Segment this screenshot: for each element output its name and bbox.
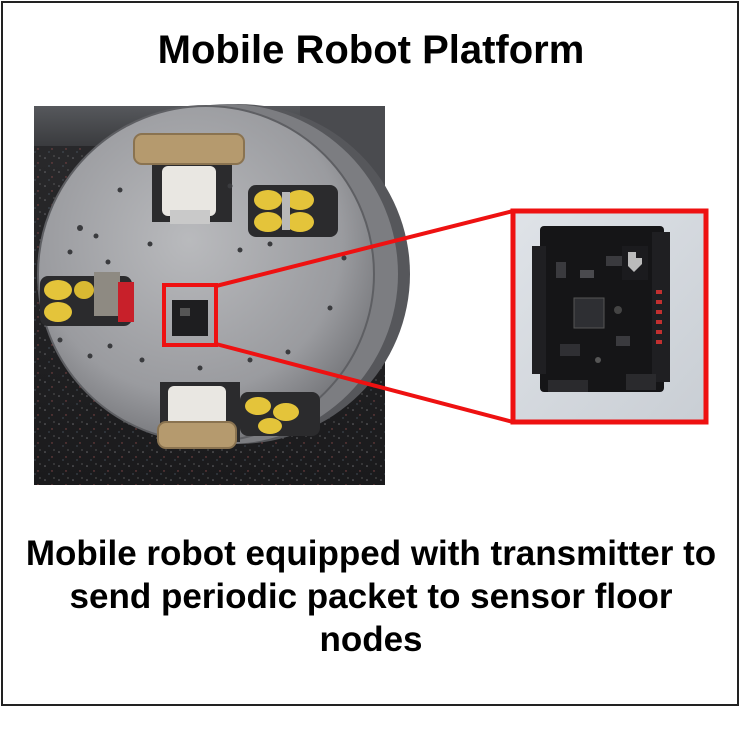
zoom-line-bottom bbox=[215, 342, 514, 424]
rear-caster-wheel bbox=[157, 382, 240, 449]
omni-wheel-right-top bbox=[248, 185, 338, 237]
highlight-box-closeup bbox=[510, 208, 709, 425]
robot-photo bbox=[34, 104, 410, 485]
mounting-holes bbox=[57, 183, 347, 371]
figure-title: Mobile Robot Platform bbox=[157, 28, 585, 72]
highlight-box-small bbox=[162, 283, 218, 347]
omni-wheel-right-bottom bbox=[240, 392, 320, 436]
figure-caption: Mobile robot equipped with transmitter t… bbox=[25, 534, 717, 659]
front-caster-wheel bbox=[133, 133, 245, 224]
zoom-line-top bbox=[215, 209, 514, 288]
transmitter-closeup-photo bbox=[513, 211, 706, 422]
transmitter-module-small bbox=[172, 300, 208, 336]
omni-wheel-left bbox=[40, 272, 134, 326]
